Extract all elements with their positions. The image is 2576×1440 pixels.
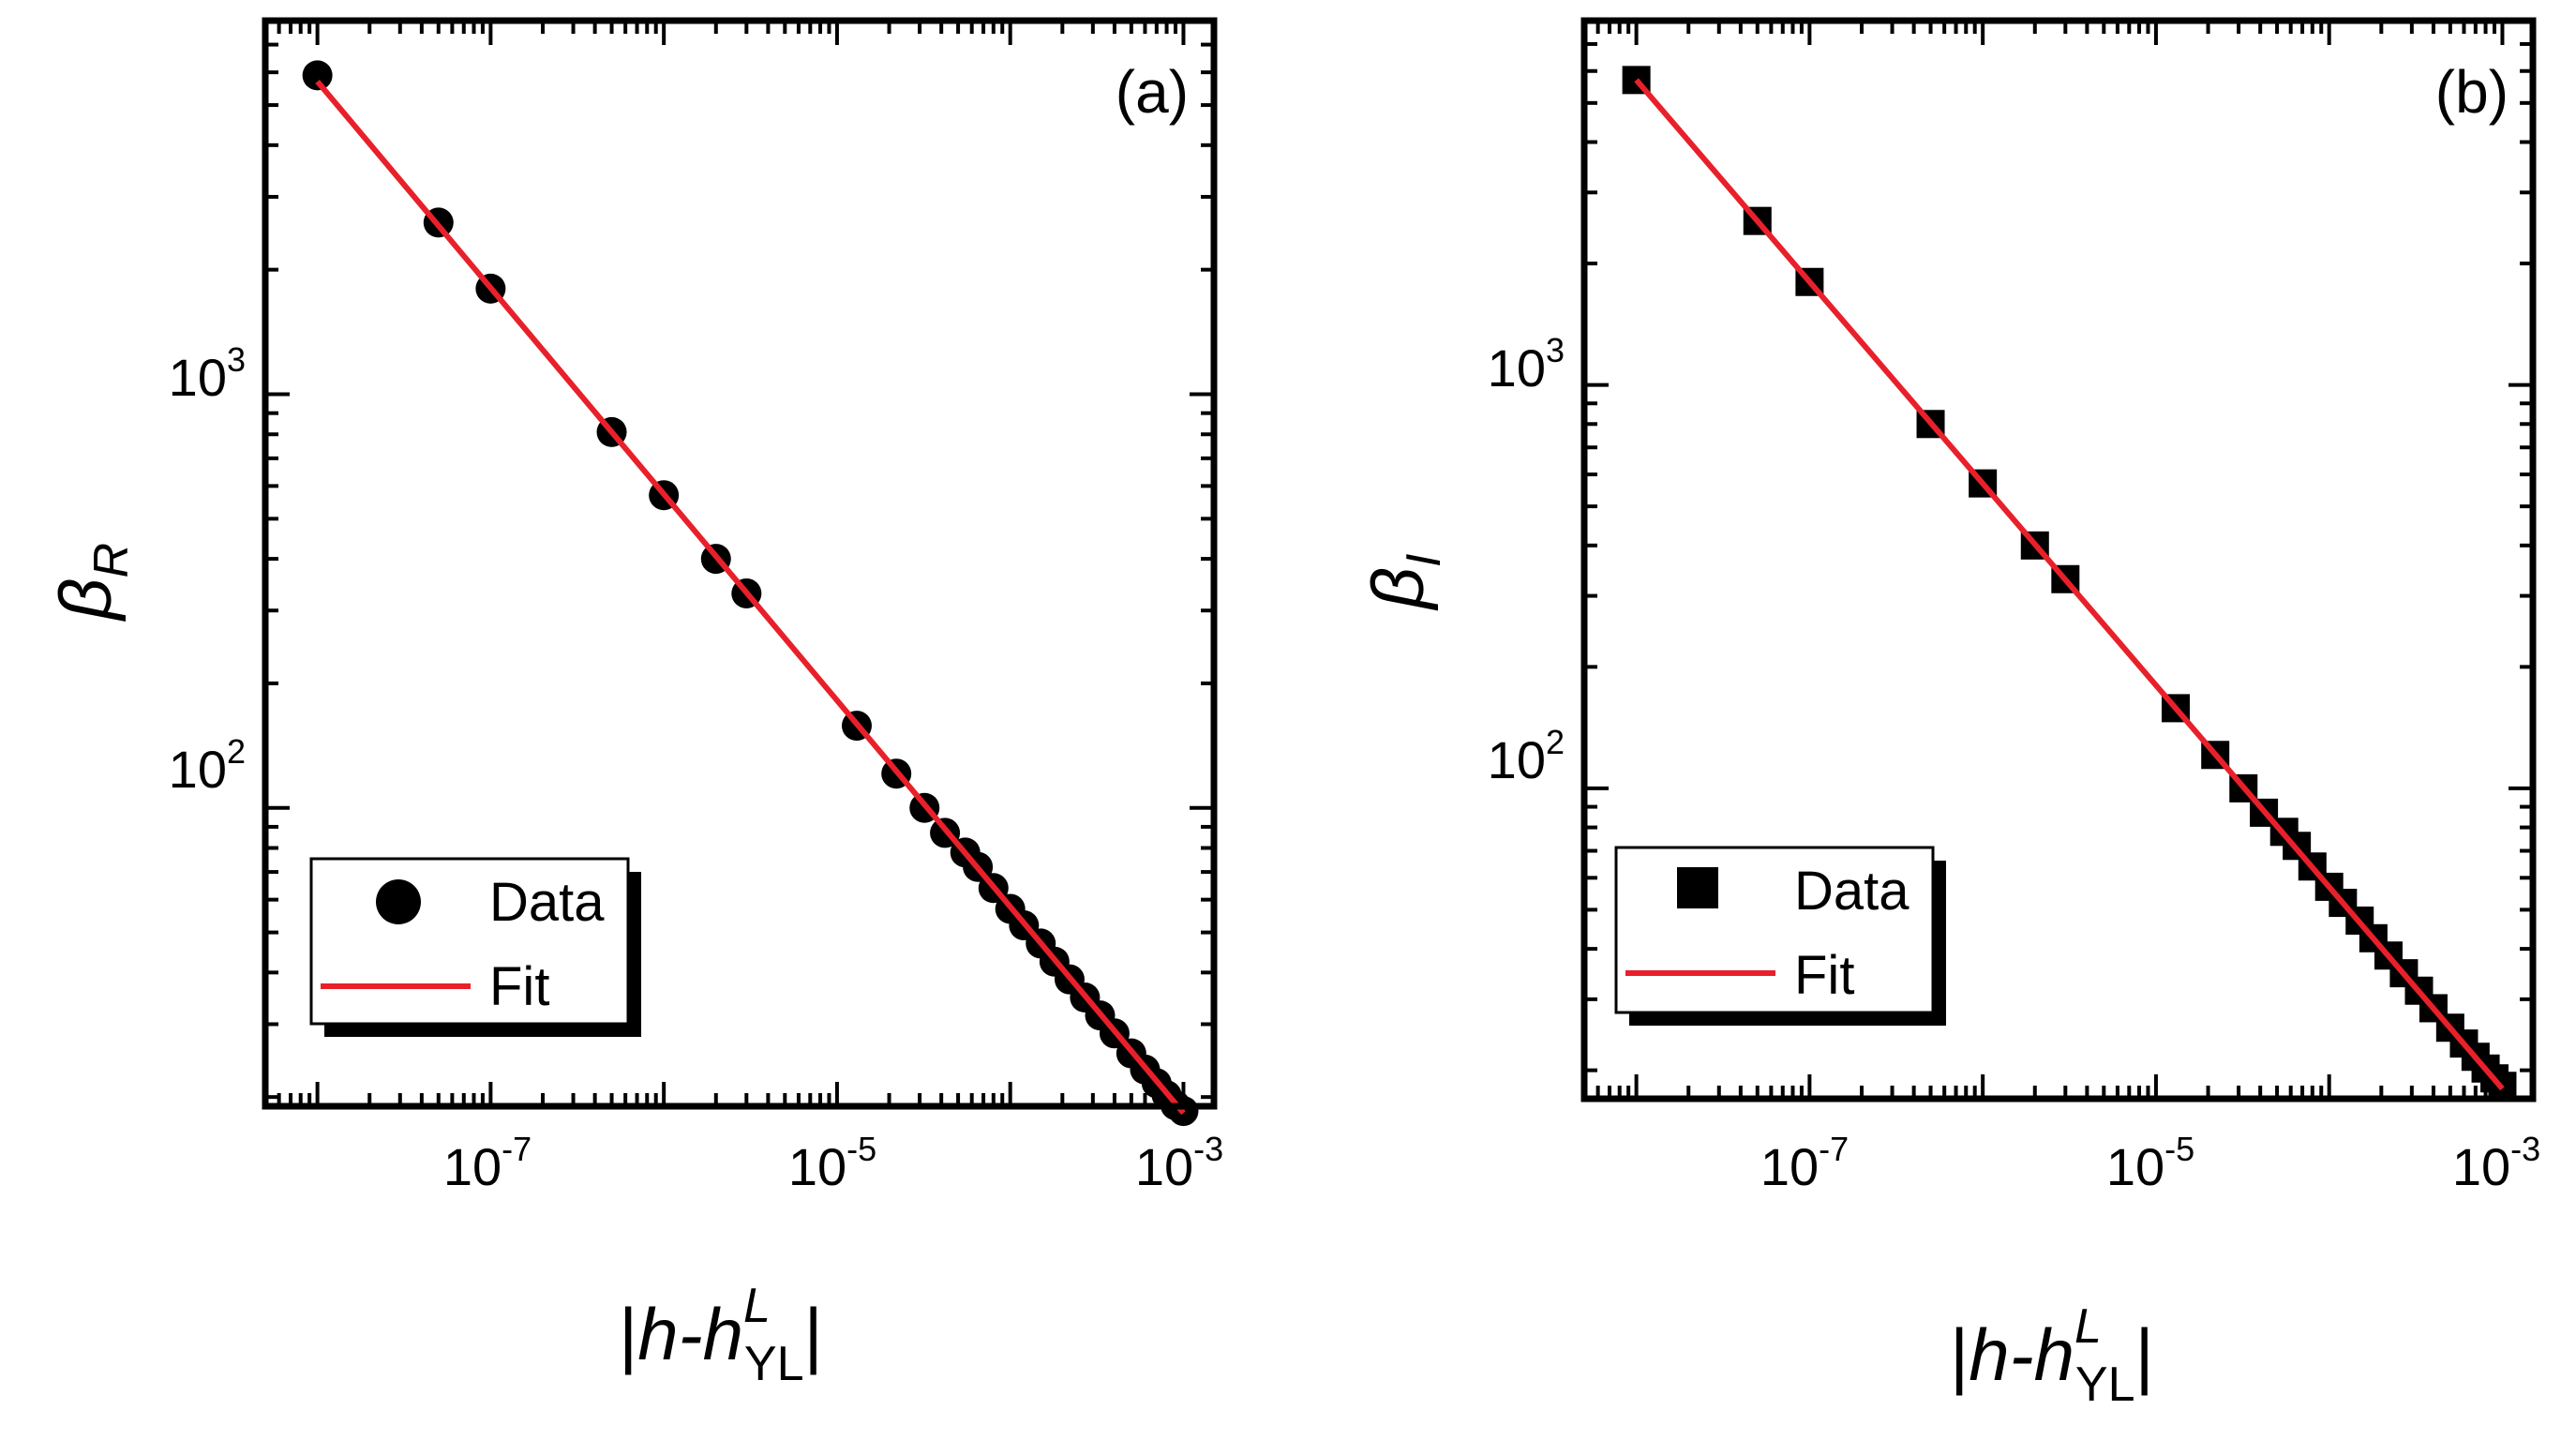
- panel-b-ytick-label: 103: [1488, 331, 1565, 398]
- panel-b-legend: Data Fit: [1614, 846, 1946, 1026]
- panel-a-plot-frame: [262, 17, 1218, 1110]
- panel-b-xlabel: |h-hL YL|: [1950, 1299, 2154, 1412]
- panel-a-xtick-label: 10-7: [443, 1130, 532, 1196]
- panel-a-ytick-label: 102: [169, 732, 246, 799]
- panel-b-ylabel: βI: [1356, 553, 1451, 610]
- panel-b-xtick-label: 10-3: [2452, 1130, 2540, 1196]
- panel-b-plot-frame: [1580, 17, 2537, 1102]
- panel-b-xtick-label: 10-7: [1760, 1130, 1849, 1196]
- panel-a-label: (a): [1116, 58, 1189, 126]
- panel-a-ylabel: βR: [44, 543, 139, 622]
- panel-a-legend-box: [309, 857, 630, 1026]
- panel-a-xlabel: |h-hL YL|: [619, 1279, 823, 1391]
- panel-b: (b) 103 102 10-7 10-5 10-3 βI |h-hL YL| D…: [1356, 17, 2540, 1412]
- panel-a-legend-fit-label: Fit: [489, 956, 549, 1017]
- panel-a-ytick-label: 103: [169, 340, 246, 407]
- panel-a-xtick-label: 10-5: [788, 1130, 876, 1196]
- panel-b-data-markers: [1622, 66, 2517, 1101]
- panel-b-label: (b): [2435, 58, 2509, 126]
- panel-b-fit-line: [1634, 78, 2505, 1091]
- panel-b-xtick-label: 10-5: [2106, 1130, 2194, 1196]
- panel-b-legend-data-marker: [1677, 867, 1718, 908]
- panel-a: (a) 103 102 10-7 10-5 10-3 βR |h-hL YL| D…: [44, 17, 1223, 1391]
- panel-b-legend-data-label: Data: [1794, 861, 1910, 922]
- panel-b-legend-box: [1614, 846, 1935, 1014]
- panel-a-xtick-label: 10-3: [1135, 1130, 1223, 1196]
- panel-a-legend: Data Fit: [309, 857, 641, 1037]
- panel-a-legend-data-label: Data: [489, 872, 605, 933]
- panel-a-legend-data-marker: [376, 879, 421, 924]
- panel-b-ytick-label: 102: [1488, 723, 1565, 789]
- panel-a-data-point: [302, 60, 333, 91]
- panel-a-fit-line: [315, 80, 1186, 1116]
- panel-b-legend-fit-label: Fit: [1794, 945, 1854, 1006]
